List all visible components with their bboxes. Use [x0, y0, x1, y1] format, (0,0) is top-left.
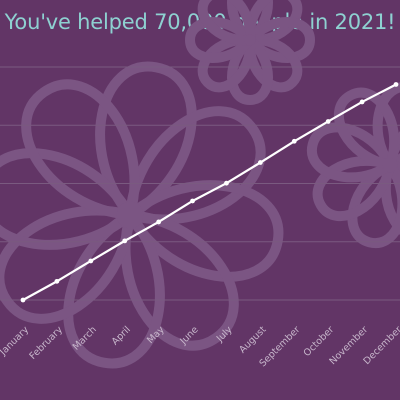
- flower-petal: [227, 0, 273, 45]
- flower-petal: [125, 180, 284, 282]
- flower-right: [306, 81, 400, 249]
- flower-petal: [95, 61, 197, 220]
- data-point: [20, 297, 26, 303]
- flower-petal: [0, 205, 135, 324]
- data-point: [88, 258, 94, 264]
- flower-watermark: [0, 0, 400, 369]
- x-tick-label: April: [110, 324, 133, 347]
- flower-petal: [120, 210, 239, 351]
- flower-center: [116, 201, 144, 229]
- series-line: [22, 83, 397, 301]
- flower-petal: [0, 148, 135, 250]
- data-point: [122, 238, 128, 244]
- flower-petal: [380, 160, 400, 243]
- flower-petal: [125, 106, 266, 225]
- series-polyline: [22, 83, 397, 301]
- x-tick-label: August: [237, 324, 268, 355]
- gridlines: [0, 66, 400, 301]
- data-point: [359, 99, 365, 105]
- x-tick-label: January: [0, 324, 31, 358]
- flower-petal: [312, 155, 395, 221]
- flower-petal: [244, 0, 303, 46]
- flower-petal: [372, 81, 400, 170]
- data-point: [190, 198, 195, 204]
- flower-petal: [306, 122, 395, 183]
- data-point: [54, 278, 60, 284]
- flower-large: [0, 61, 284, 369]
- flower-petal: [245, 17, 315, 63]
- flower-petal: [185, 17, 255, 63]
- data-points: [20, 82, 399, 303]
- flower-petal: [227, 35, 273, 105]
- flower-top: [185, 0, 315, 105]
- flower-center: [382, 157, 398, 173]
- data-point: [224, 180, 229, 186]
- data-point: [325, 119, 331, 124]
- flower-petal: [21, 79, 140, 220]
- data-point: [291, 138, 297, 144]
- flower-petal: [347, 160, 400, 249]
- x-tick-label: October: [302, 324, 337, 359]
- flower-center: [244, 34, 256, 46]
- flower-petal: [197, 0, 256, 46]
- data-point: [156, 219, 162, 225]
- data-point: [257, 160, 263, 165]
- data-point: [393, 82, 399, 87]
- x-tick-label: February: [27, 324, 65, 362]
- flower-petal: [63, 210, 165, 369]
- flower-petal: [334, 87, 400, 170]
